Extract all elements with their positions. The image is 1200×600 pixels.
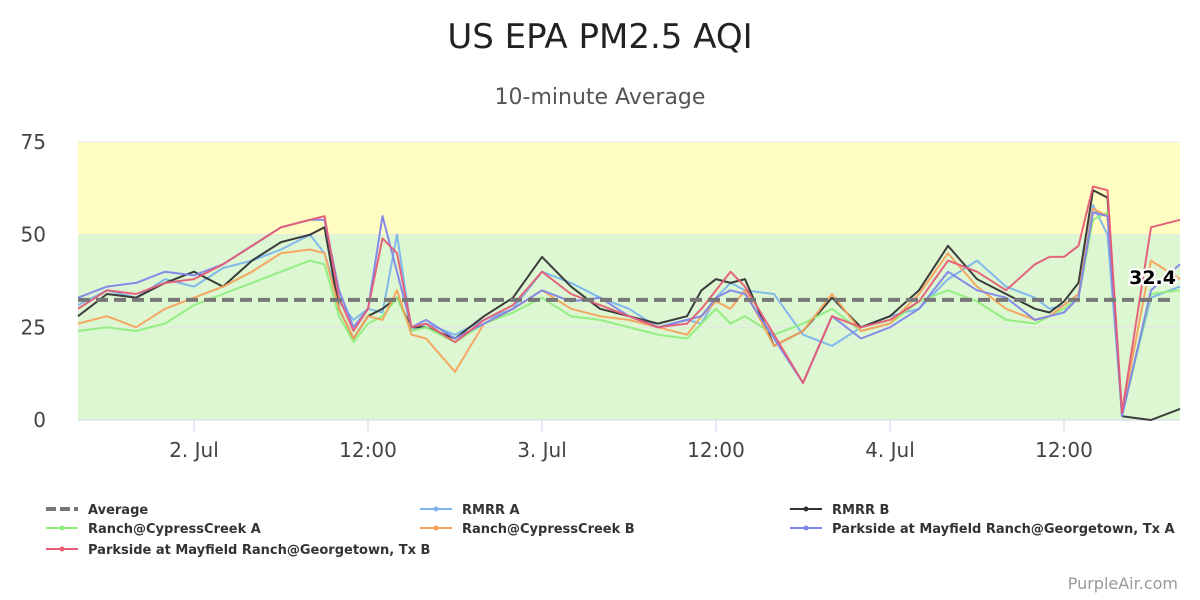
x-tick-label: 4. Jul	[865, 438, 915, 462]
x-tick-label: 3. Jul	[517, 438, 567, 462]
axes: 2. Jul 12:00 3. Jul 12:00 4. Jul 12:00	[78, 419, 1180, 462]
series-lines	[77, 185, 1181, 421]
x-tick-label: 12:00	[687, 438, 745, 462]
legend: Average RMRR A RMRR B Ranch@CypressCreek A R…	[46, 503, 1175, 558]
legend-item[interactable]: Ranch@CypressCreek A	[46, 522, 261, 537]
legend-symbol-dot	[59, 546, 65, 552]
legend-item[interactable]: RMRR B	[790, 503, 889, 518]
legend-item[interactable]: Parkside at Mayfield Ranch@Georgetown, T…	[46, 543, 430, 558]
series-line-1	[77, 189, 1181, 421]
y-tick-label: 50	[21, 223, 46, 247]
legend-label: RMRR A	[462, 503, 520, 518]
y-tick-label: 75	[21, 130, 46, 154]
legend-symbol-dot	[433, 506, 439, 512]
y-tick-label: 25	[21, 315, 46, 339]
legend-symbol-dot	[59, 525, 65, 531]
aqi-band-1	[78, 142, 1180, 235]
legend-item[interactable]: Ranch@CypressCreek B	[420, 522, 635, 537]
legend-symbol-dot	[433, 525, 439, 531]
legend-symbol-dot	[803, 525, 809, 531]
average-value-label: 32.4	[1129, 267, 1176, 289]
legend-item[interactable]: RMRR A	[420, 503, 520, 518]
legend-item[interactable]: Parkside at Mayfield Ranch@Georgetown, T…	[790, 522, 1175, 537]
aqi-bands	[78, 142, 1180, 420]
legend-label: Parkside at Mayfield Ranch@Georgetown, T…	[88, 543, 430, 558]
legend-label: Average	[88, 503, 148, 518]
series-line-2	[77, 211, 1181, 418]
legend-label: Ranch@CypressCreek B	[462, 522, 635, 537]
legend-symbol-dot	[803, 506, 809, 512]
credit-link[interactable]: PurpleAir.com	[1068, 574, 1178, 593]
average-line-group: 32.4	[78, 265, 1178, 302]
x-tick-label: 12:00	[339, 438, 397, 462]
chart-title: US EPA PM2.5 AQI	[447, 17, 752, 57]
legend-label: RMRR B	[832, 503, 889, 518]
legend-item[interactable]: Average	[46, 503, 148, 518]
x-tick-label: 2. Jul	[169, 438, 219, 462]
series-line-5	[77, 185, 1181, 414]
legend-label: Ranch@CypressCreek A	[88, 522, 261, 537]
y-tick-label: 0	[33, 408, 46, 432]
legend-label: Parkside at Mayfield Ranch@Georgetown, T…	[832, 522, 1175, 537]
chart-subtitle: 10-minute Average	[495, 85, 706, 110]
x-tick-label: 12:00	[1035, 438, 1093, 462]
